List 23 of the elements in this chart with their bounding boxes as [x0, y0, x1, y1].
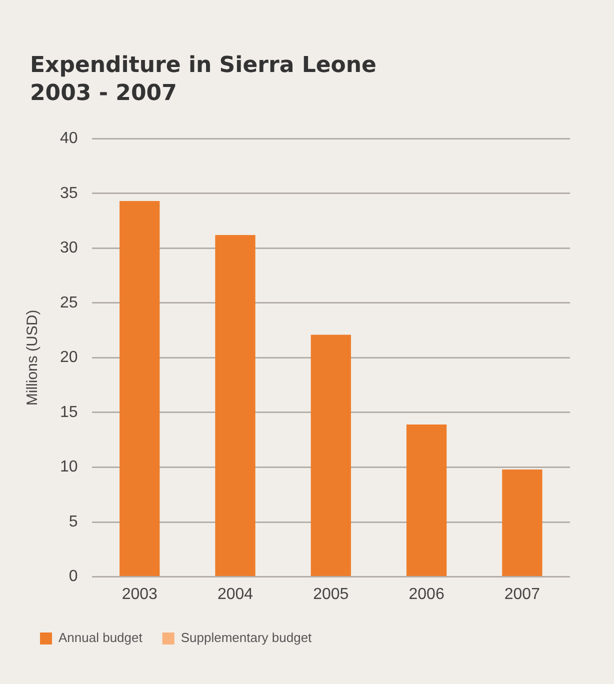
legend-label: Supplementary budget — [180, 630, 312, 646]
bar — [502, 469, 542, 576]
y-axis-title: Millions (USD) — [24, 310, 42, 406]
y-tick-label: 40 — [60, 130, 78, 148]
y-tick-label: 30 — [60, 240, 78, 257]
x-tick-label: 2005 — [313, 586, 349, 603]
x-tick-label: 2006 — [408, 586, 444, 603]
y-tick-label: 0 — [68, 568, 78, 586]
y-tick-label: 10 — [60, 458, 78, 476]
bar — [406, 424, 447, 576]
bar — [310, 334, 351, 576]
x-tick-label: 2007 — [504, 586, 540, 603]
chart-title: Expenditure in Sierra Leone 2003 - 2007 — [30, 52, 376, 108]
y-tick-label: 25 — [60, 294, 78, 312]
bar — [120, 201, 160, 576]
y-tick-label: 20 — [60, 349, 78, 366]
y-tick-label: 15 — [60, 404, 78, 421]
x-tick-label: 2004 — [217, 586, 254, 603]
bar — [215, 235, 256, 576]
y-tick-label: 35 — [60, 184, 78, 202]
x-tick-label: 2003 — [122, 586, 158, 603]
y-tick-label: 5 — [68, 513, 78, 530]
legend-label: Annual budget — [58, 630, 143, 646]
